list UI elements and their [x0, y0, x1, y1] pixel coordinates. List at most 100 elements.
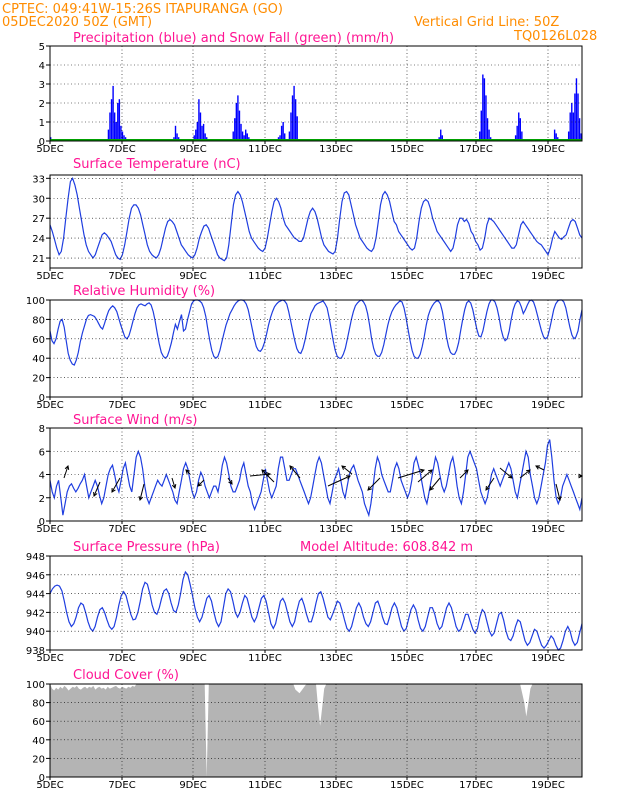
wind-arrow [429, 477, 441, 491]
x-tick-label: 19DEC [531, 524, 565, 535]
plot-frame [49, 427, 583, 522]
y-tick-label: 0 [39, 773, 45, 784]
x-tick-label: 19DEC [531, 400, 565, 411]
precip-bar [240, 123, 242, 141]
wind-arrow [111, 477, 121, 493]
x-tick-label: 5DEC [36, 271, 63, 282]
x-tick-label: 9DEC [179, 144, 206, 155]
x-tick-label: 15DEC [390, 400, 424, 411]
panel-3: 0 20 40 60 80 100 5DEC 7DEC 9DEC 11DEC 13DEC 15DEC 1… [26, 284, 583, 411]
wind-arrow-head [341, 465, 346, 470]
precip-bar [123, 135, 125, 141]
x-tick-label: 13DEC [319, 144, 353, 155]
header-code: TQ0126L028 [513, 29, 597, 44]
wind-arrow [197, 479, 205, 487]
x-tick-label: 19DEC [531, 780, 565, 791]
y-tick-label: 1 [39, 118, 45, 129]
panel-title: Precipitation (blue) and Snow Fall (gree… [73, 31, 394, 46]
series-line [49, 299, 583, 366]
precip-bar [195, 129, 197, 141]
precip-bar [555, 133, 557, 141]
x-tick-label: 11DEC [248, 524, 282, 535]
panel-title: Surface Temperature (nC) [73, 157, 241, 172]
wind-arrow-head [64, 465, 70, 470]
wind-arrow [535, 465, 545, 471]
x-tick-label: 17DEC [459, 653, 493, 664]
wind-arrow [261, 469, 275, 483]
x-tick-label: 11DEC [248, 144, 282, 155]
precip-bar [486, 118, 489, 141]
panel-title: Surface Wind (m/s) [73, 413, 197, 428]
x-tick-label: 9DEC [179, 653, 206, 664]
x-tick-label: 13DEC [319, 653, 353, 664]
precip-bar [284, 133, 286, 141]
x-tick-label: 9DEC [179, 400, 206, 411]
x-tick-label: 17DEC [459, 524, 493, 535]
precip-bar [577, 93, 579, 141]
y-tick-label: 0 [39, 137, 45, 148]
wind-arrow-head [535, 465, 541, 470]
y-tick-label: 944 [26, 590, 45, 601]
y-tick-label: 60 [32, 335, 45, 346]
precip-bar [196, 122, 199, 141]
precip-bar [482, 74, 484, 141]
plot-frame [49, 555, 583, 651]
precip-bar [553, 129, 556, 141]
model-altitude: Model Altitude: 608.842 m [300, 540, 473, 555]
y-tick-label: 938 [26, 646, 45, 657]
y-tick-label: 20 [32, 754, 45, 765]
y-tick-label: 30 [32, 194, 45, 205]
wind-arrow-head [526, 469, 531, 474]
x-tick-label: 7DEC [108, 653, 135, 664]
panel-title: Surface Pressure (hPa) [73, 540, 220, 555]
x-tick-label: 19DEC [531, 271, 565, 282]
wind-arrow-head [464, 469, 469, 474]
x-tick-label: 17DEC [459, 400, 493, 411]
x-tick-label: 5DEC [36, 400, 63, 411]
precip-bar [578, 118, 581, 141]
precip-bar [202, 123, 205, 141]
y-tick-label: 24 [32, 234, 45, 245]
wind-arrow [519, 469, 531, 479]
precip-bar [121, 131, 124, 141]
y-tick-label: 8 [39, 424, 45, 435]
y-tick-label: 80 [32, 315, 45, 326]
y-tick-label: 2 [39, 494, 45, 505]
wind-arrow [555, 483, 561, 501]
header-date: 05DEC2020 50Z (GMT) [2, 15, 152, 30]
precip-bar [574, 93, 576, 141]
wind-arrow-head [485, 485, 490, 491]
precip-bar [288, 131, 291, 141]
wind-arrow [499, 467, 513, 479]
x-tick-label: 15DEC [390, 524, 424, 535]
x-tick-label: 5DEC [36, 144, 63, 155]
precip-bar [480, 110, 482, 141]
wind-arrow [367, 477, 381, 491]
precip-bar [234, 118, 236, 141]
x-tick-label: 13DEC [319, 400, 353, 411]
x-tick-label: 15DEC [390, 144, 424, 155]
wind-arrow-head [419, 468, 425, 474]
panel-4: 0 2 4 6 8 5DEC 7DEC 9DEC 11DEC 13DEC 15DEC 17DEC 19D… [36, 413, 583, 535]
x-tick-label: 7DEC [108, 271, 135, 282]
wind-arrow [459, 469, 469, 479]
precip-bar [120, 125, 122, 141]
wind-arrow [327, 475, 351, 487]
panel-2: 21 24 27 30 33 5DEC 7DEC 9DEC 11DEC 13DEC 15DEC 17D… [32, 157, 583, 282]
x-tick-label: 9DEC [179, 271, 206, 282]
x-tick-label: 11DEC [248, 400, 282, 411]
cloud-cover-area [50, 684, 582, 777]
precip-bar [204, 133, 206, 141]
wind-arrow-head [171, 483, 177, 490]
header-grid-line: Vertical Grid Line: 50Z [414, 15, 559, 30]
precip-bar [110, 99, 113, 141]
precip-bar [107, 129, 110, 141]
y-tick-label: 27 [32, 214, 45, 225]
x-tick-label: 9DEC [179, 780, 206, 791]
precip-bar [241, 131, 244, 141]
y-tick-label: 5 [39, 42, 45, 53]
wind-arrow-head [111, 487, 116, 493]
series-line [49, 439, 583, 518]
y-tick-label: 40 [32, 354, 45, 365]
